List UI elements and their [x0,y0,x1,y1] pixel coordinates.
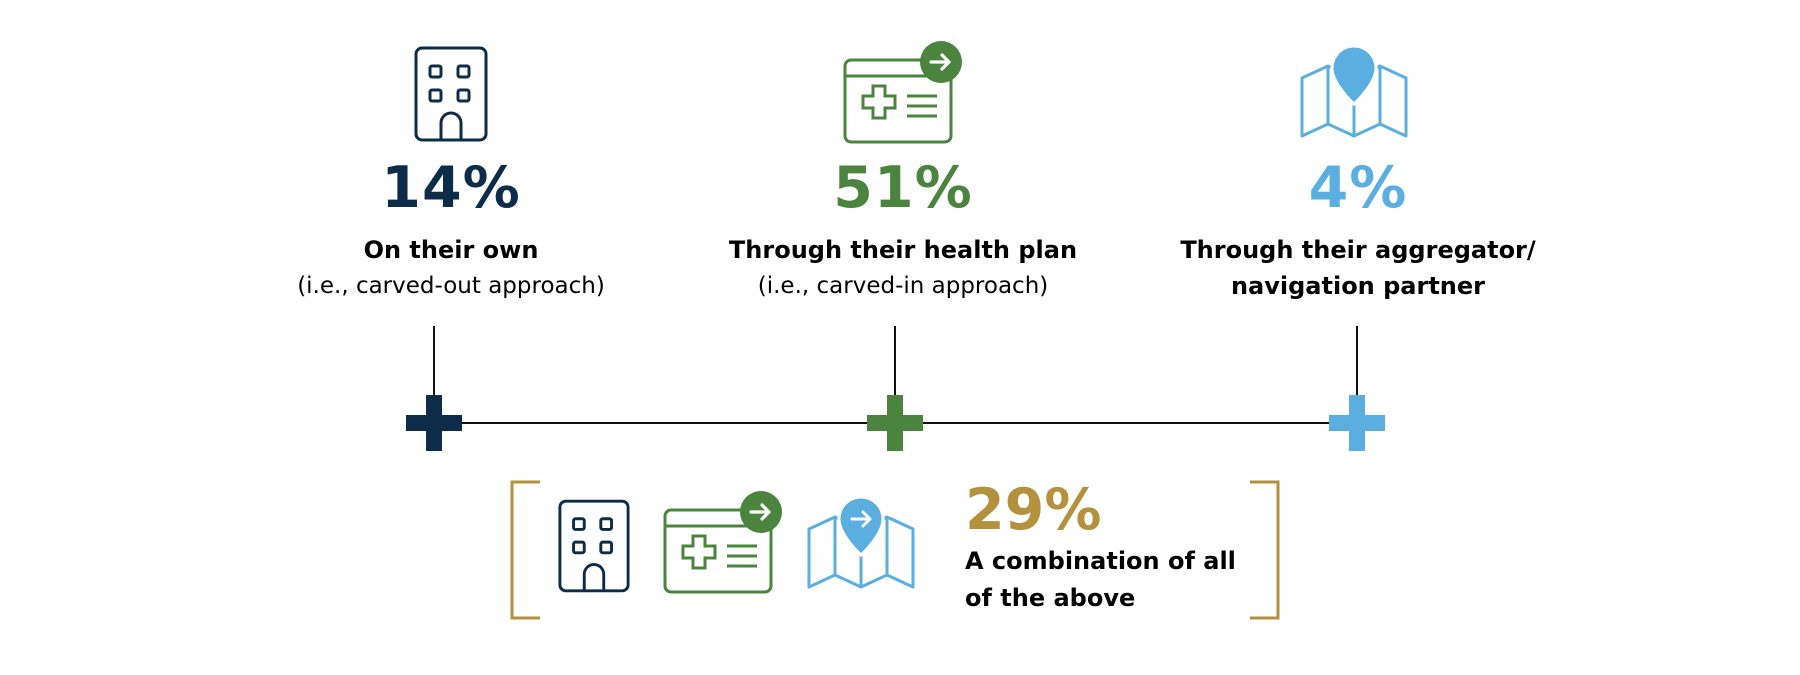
sublabel-on-their-own: (i.e., carved-out approach) [297,273,605,299]
percent-combination: 29% [965,477,1102,543]
label-health-plan: Through their health plan [728,236,1078,264]
percent-on-their-own: 14% [381,155,521,221]
plus-marker-blue-icon [1329,395,1385,456]
map-pin-icon [1296,44,1412,149]
connector-line-own [433,326,435,398]
label-aggregator-line1: Through their aggregator/ [1180,236,1536,264]
left-bracket [508,480,542,625]
sublabel-health-plan: (i.e., carved-in approach) [757,273,1049,299]
hospital-building-icon [413,45,489,148]
health-plan-card-icon [841,40,967,151]
percent-health-plan: 51% [833,155,973,221]
percent-aggregator: 4% [1308,155,1408,221]
plus-marker-navy-icon [406,395,462,456]
connector-line-health-plan [894,326,896,398]
right-bracket [1248,480,1282,625]
plus-marker-green-icon [867,395,923,456]
label-aggregator-line2: navigation partner [1230,272,1486,300]
label-combination-line1: A combination of all [965,547,1236,575]
map-pin-arrow-icon [803,495,919,600]
hospital-building-icon [557,497,631,600]
connector-line-aggregator [1356,326,1358,398]
option-aggregator: 4% Through their aggregator/ navigation … [1148,160,1568,304]
label-combination-line2: of the above [965,584,1136,612]
combination-text: 29% A combination of all of the above [965,482,1255,617]
option-health-plan: 51% Through their health plan (i.e., car… [693,160,1113,304]
option-on-their-own: 14% On their own (i.e., carved-out appro… [241,160,661,304]
label-on-their-own: On their own [363,236,539,264]
health-plan-card-icon [661,490,787,601]
